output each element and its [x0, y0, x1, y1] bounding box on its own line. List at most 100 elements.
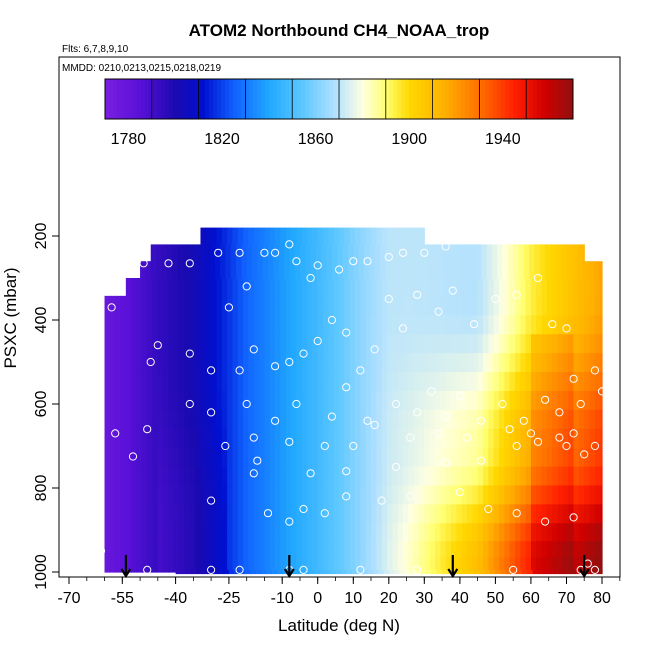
heatmap-cell	[376, 503, 383, 524]
heatmap-cell	[280, 333, 287, 354]
heatmap-cell	[578, 278, 585, 297]
heatmap-cell	[514, 278, 521, 297]
heatmap-cell	[205, 278, 212, 297]
heatmap-cell	[541, 390, 548, 410]
heatmap-cell	[163, 390, 170, 410]
heatmap-cell	[269, 390, 276, 410]
heatmap-cell	[413, 484, 420, 505]
heatmap-cell	[205, 556, 212, 573]
heatmap-cell	[536, 314, 543, 335]
heatmap-cell	[296, 447, 303, 467]
heatmap-cell	[275, 522, 282, 542]
heatmap-cell	[541, 428, 548, 448]
heatmap-cell	[525, 465, 532, 486]
colorbar-segment	[453, 79, 458, 119]
heatmap-cell	[291, 465, 298, 486]
heatmap-cell	[299, 244, 306, 262]
heatmap-cell	[200, 295, 207, 316]
heatmap-cell	[296, 465, 303, 486]
heatmap-cell	[577, 244, 584, 262]
heatmap-cell	[248, 503, 255, 524]
heatmap-cell	[307, 428, 313, 448]
heatmap-cell	[570, 569, 576, 575]
heatmap-cell	[456, 352, 463, 373]
heatmap-cell	[459, 244, 466, 262]
heatmap-cell	[454, 261, 461, 279]
heatmap-cell	[196, 569, 203, 575]
heatmap-cell	[241, 261, 248, 279]
colorbar-segment	[129, 79, 134, 119]
heatmap-cell	[232, 465, 239, 486]
colorbar-segment	[501, 79, 506, 119]
heatmap-cell	[440, 428, 447, 448]
heatmap-cell	[131, 540, 138, 557]
heatmap-cell	[482, 278, 489, 297]
heatmap-cell	[360, 484, 367, 505]
colorbar-segment	[181, 79, 186, 119]
heatmap-cell	[541, 503, 548, 524]
heatmap-cell	[237, 540, 244, 557]
colorbar-segment	[141, 79, 146, 119]
observation-point	[242, 399, 251, 409]
heatmap-cell	[291, 295, 298, 316]
heatmap-cell	[328, 503, 335, 524]
heatmap-cell	[392, 278, 399, 297]
heatmap-cell	[397, 314, 404, 335]
heatmap-cell	[589, 314, 596, 335]
heatmap-cell	[285, 540, 292, 557]
observation-point	[146, 357, 155, 367]
heatmap-cell	[232, 428, 239, 448]
heatmap-cell	[285, 409, 292, 429]
heatmap-cell	[264, 278, 271, 297]
y-tick-label: 400	[33, 307, 50, 334]
chart-title: ATOM2 Northbound CH4_NOAA_trop	[189, 21, 490, 40]
heatmap-cell	[429, 333, 436, 354]
heatmap-cell	[514, 390, 521, 410]
heatmap-cell	[323, 314, 329, 335]
heatmap-cell	[552, 295, 559, 316]
heatmap-cell	[573, 522, 580, 542]
heatmap-cell	[314, 569, 321, 575]
heatmap-cell	[349, 428, 356, 448]
heatmap-cell	[376, 409, 383, 429]
heatmap-cell	[221, 428, 228, 448]
heatmap-cell	[392, 227, 399, 245]
heatmap-cell	[482, 295, 489, 316]
colorbar-segment	[157, 79, 162, 119]
heatmap-cell	[461, 447, 468, 467]
heatmap-cell	[269, 352, 276, 373]
colorbar-segment	[341, 79, 346, 119]
heatmap-cell	[248, 314, 255, 335]
heatmap-cell	[109, 522, 116, 542]
heatmap-cell	[109, 352, 116, 373]
heatmap-cell	[205, 503, 212, 524]
heatmap-cell	[115, 556, 122, 573]
colorbar-segment	[113, 79, 118, 119]
heatmap-cell	[333, 465, 340, 486]
heatmap-cell	[520, 522, 527, 542]
observation-point	[335, 265, 344, 274]
heatmap-cell	[264, 556, 271, 573]
heatmap-cell	[264, 390, 271, 410]
heatmap-cell	[179, 371, 186, 391]
heatmap-cell	[578, 484, 585, 505]
observation-point	[441, 458, 450, 467]
y-tick-label: 600	[33, 391, 50, 418]
heatmap-cell	[589, 556, 596, 573]
heatmap-cell	[184, 295, 191, 316]
heatmap-cell	[504, 484, 511, 505]
heatmap-cell	[367, 569, 374, 575]
heatmap-cell	[259, 447, 266, 467]
heatmap-cell	[584, 371, 591, 391]
heatmap-cell	[205, 409, 212, 429]
heatmap-cell	[578, 540, 585, 557]
heatmap-cell	[498, 465, 505, 486]
heatmap-cell	[429, 503, 436, 524]
heatmap-cell	[172, 261, 178, 279]
observation-point	[398, 324, 408, 333]
heatmap-cell	[211, 465, 218, 486]
heatmap-cell	[344, 503, 351, 524]
heatmap-cell	[456, 447, 463, 467]
heatmap-cell	[397, 409, 404, 429]
heatmap-cell	[392, 503, 399, 524]
